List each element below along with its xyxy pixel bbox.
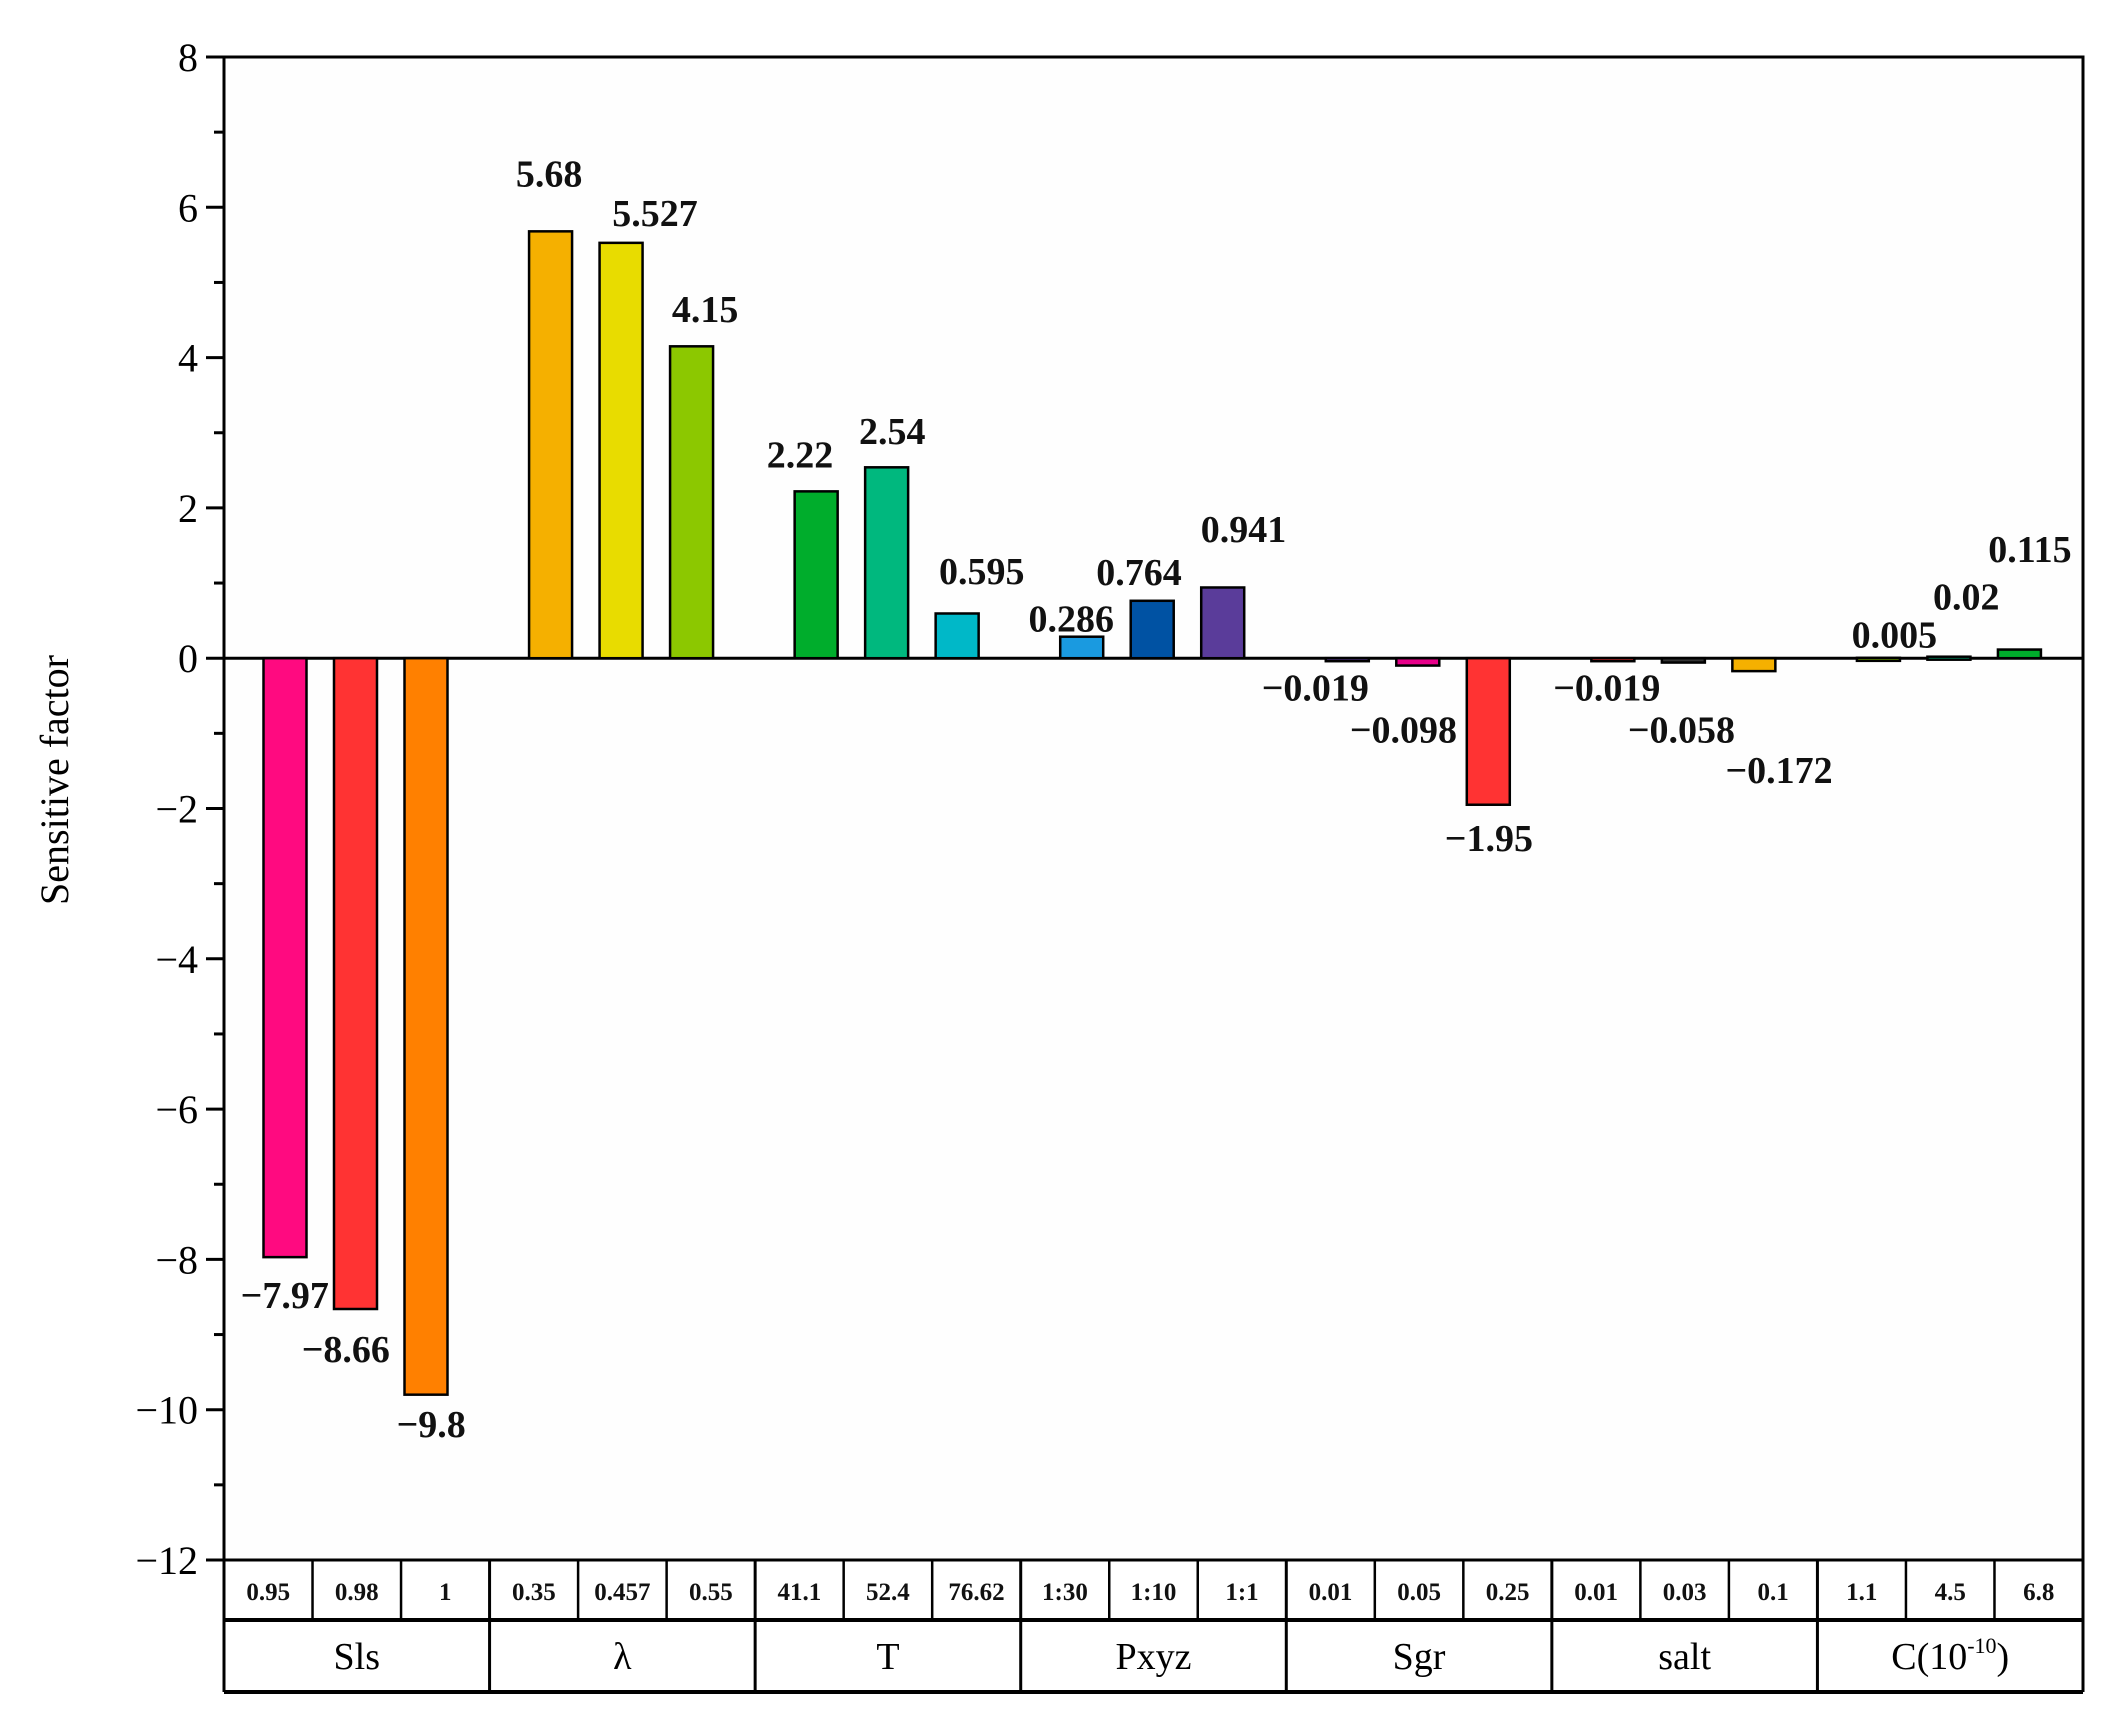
data-label: −0.019 bbox=[1262, 667, 1369, 709]
bar-salt-3 bbox=[1731, 656, 1777, 673]
y-tick-label: −6 bbox=[155, 1087, 198, 1132]
level-value: 0.1 bbox=[1758, 1579, 1789, 1606]
bar--3 bbox=[668, 345, 715, 660]
bar-t-1 bbox=[793, 490, 839, 660]
group-name: λ bbox=[613, 1636, 632, 1678]
level-value: 1 bbox=[439, 1579, 452, 1606]
bar-c-3 bbox=[1996, 648, 2043, 660]
level-value: 76.62 bbox=[948, 1579, 1004, 1606]
level-value: 0.01 bbox=[1309, 1579, 1353, 1606]
bar-pxyz-3 bbox=[1199, 586, 1246, 660]
bar--2 bbox=[598, 241, 644, 660]
bar--1 bbox=[527, 230, 574, 660]
y-tick-label: −12 bbox=[135, 1538, 198, 1583]
level-value: 0.55 bbox=[689, 1579, 733, 1606]
level-value: 0.01 bbox=[1574, 1579, 1618, 1606]
data-label: −0.098 bbox=[1350, 710, 1457, 752]
y-tick-label: 8 bbox=[178, 35, 198, 80]
data-label: 5.68 bbox=[516, 154, 583, 196]
level-value: 1.1 bbox=[1846, 1579, 1877, 1606]
y-tick-label: 4 bbox=[178, 336, 198, 381]
y-tick-label: 6 bbox=[178, 185, 198, 230]
data-label: −8.66 bbox=[302, 1329, 390, 1371]
bar-pxyz-2 bbox=[1129, 599, 1175, 660]
bar-sgr-3 bbox=[1465, 656, 1512, 806]
data-label: 0.286 bbox=[1028, 598, 1114, 640]
y-tick-label: 0 bbox=[178, 636, 198, 681]
level-value: 1:10 bbox=[1131, 1579, 1177, 1606]
level-value: 1:1 bbox=[1225, 1579, 1258, 1606]
bar-sls-3 bbox=[403, 656, 449, 1396]
level-value: 0.03 bbox=[1663, 1579, 1707, 1606]
level-value: 41.1 bbox=[778, 1579, 822, 1606]
bar-t-2 bbox=[863, 466, 910, 660]
level-value: 0.35 bbox=[512, 1579, 556, 1606]
data-label: −7.97 bbox=[241, 1275, 329, 1317]
data-label: −9.8 bbox=[397, 1404, 466, 1446]
data-label: 0.005 bbox=[1852, 615, 1938, 657]
group-name: Pxyz bbox=[1116, 1636, 1192, 1678]
data-label: 0.02 bbox=[1933, 577, 2000, 619]
bars bbox=[262, 230, 2043, 1396]
bar-sls-1 bbox=[262, 656, 308, 1259]
bar-pxyz-1 bbox=[1058, 635, 1105, 660]
bar-c-1 bbox=[1855, 656, 1902, 663]
bar-sgr-2 bbox=[1395, 656, 1441, 667]
bar-salt-1 bbox=[1590, 656, 1636, 663]
data-label: −0.058 bbox=[1628, 710, 1735, 752]
data-label: 4.15 bbox=[672, 289, 739, 331]
data-label: 2.54 bbox=[859, 411, 926, 453]
bar-sgr-1 bbox=[1324, 656, 1371, 663]
data-labels: −7.97 −8.66−9.8 5.68 5.527 4.15 2.22 2.54 0.595… bbox=[241, 154, 2072, 1446]
data-label: 0.595 bbox=[939, 551, 1025, 593]
y-tick-label: 2 bbox=[178, 486, 198, 531]
group-name: Sgr bbox=[1393, 1636, 1446, 1678]
group-name: T bbox=[876, 1636, 899, 1678]
bar-sls-2 bbox=[332, 656, 379, 1311]
level-value: 52.4 bbox=[866, 1579, 910, 1606]
data-label: 0.764 bbox=[1096, 552, 1182, 594]
level-value: 1:30 bbox=[1042, 1579, 1088, 1606]
data-label: 5.527 bbox=[612, 193, 698, 235]
level-value: 0.05 bbox=[1397, 1579, 1441, 1606]
y-tick-label: −2 bbox=[155, 787, 198, 832]
bar-c-2 bbox=[1926, 655, 1972, 661]
data-label: −0.019 bbox=[1553, 667, 1660, 709]
y-axis-label: Sensitive factor bbox=[32, 655, 77, 905]
y-tick-label: −8 bbox=[155, 1237, 198, 1282]
group-name: salt bbox=[1658, 1636, 1711, 1678]
data-label: 2.22 bbox=[767, 434, 834, 476]
y-tick-label: −4 bbox=[155, 937, 198, 982]
data-label: −0.172 bbox=[1725, 750, 1832, 792]
bar-t-3 bbox=[934, 612, 980, 660]
data-label: 0.941 bbox=[1201, 509, 1287, 551]
bar-salt-2 bbox=[1660, 656, 1707, 664]
level-value: 0.457 bbox=[594, 1579, 650, 1606]
level-value: 4.5 bbox=[1935, 1579, 1966, 1606]
level-value: 0.98 bbox=[335, 1579, 379, 1606]
group-name: Sls bbox=[334, 1636, 380, 1678]
level-value: 6.8 bbox=[2023, 1579, 2054, 1606]
level-value: 0.25 bbox=[1486, 1579, 1530, 1606]
data-label: −1.95 bbox=[1445, 818, 1533, 860]
group-name: C(10-10) bbox=[1891, 1633, 2009, 1678]
data-label: 0.115 bbox=[1988, 529, 2071, 571]
category-table: 0.95 0.98 1 Sls 0.35 0.457 0.55 λ 41.1 52.4 76.62 T… bbox=[222, 1560, 2085, 1694]
level-value: 0.95 bbox=[246, 1579, 290, 1606]
plot-frame bbox=[222, 55, 2085, 1562]
y-tick-label: −10 bbox=[135, 1388, 198, 1433]
